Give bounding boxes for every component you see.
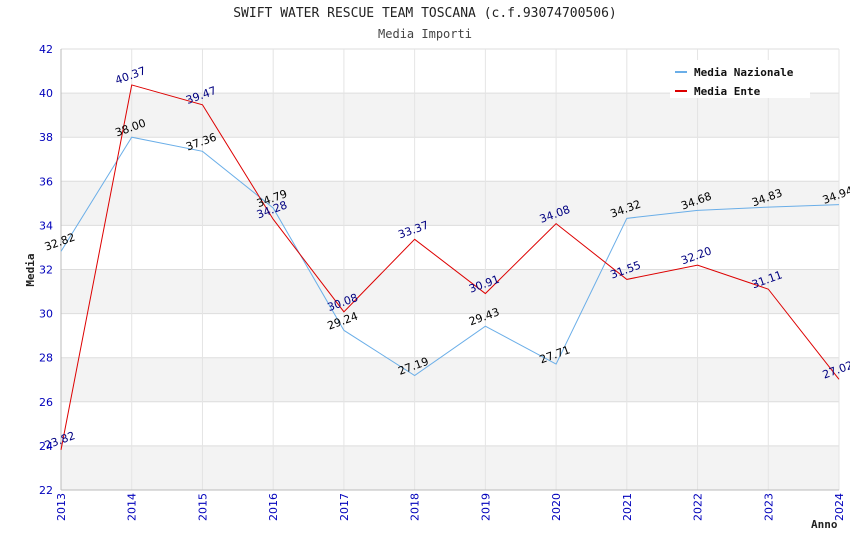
x-tick-label: 2024 bbox=[833, 493, 846, 521]
y-tick-label: 32 bbox=[39, 264, 53, 277]
plot-band bbox=[61, 93, 839, 138]
x-tick-label: 2022 bbox=[692, 493, 705, 521]
y-tick-label: 28 bbox=[39, 352, 53, 365]
legend-label: Media Ente bbox=[694, 85, 761, 98]
y-tick-label: 22 bbox=[39, 484, 53, 497]
plot-band bbox=[61, 181, 839, 226]
series-lines bbox=[60, 84, 840, 450]
chart-title: SWIFT WATER RESCUE TEAM TOSCANA (c.f.930… bbox=[233, 6, 617, 21]
series-line-0 bbox=[60, 136, 840, 377]
legend-box bbox=[670, 60, 810, 98]
x-axis-ticks: 2013 2014 2015 2016 2017 2018 2019 2020 2021 2022… bbox=[55, 493, 846, 521]
y-tick-label: 34 bbox=[39, 219, 53, 232]
x-tick-label: 2020 bbox=[550, 493, 563, 521]
x-tick-label: 2016 bbox=[267, 493, 280, 521]
legend: Media Nazionale Media Ente bbox=[670, 60, 810, 98]
x-tick-label: 2015 bbox=[196, 493, 209, 521]
plot-band bbox=[61, 401, 839, 446]
x-tick-label: 2019 bbox=[479, 493, 492, 521]
x-tick-label: 2013 bbox=[55, 493, 68, 521]
grid-lines bbox=[60, 48, 840, 491]
plot-band bbox=[61, 269, 839, 314]
y-tick-label: 40 bbox=[39, 87, 53, 100]
y-axis-label: Media bbox=[24, 253, 37, 286]
plot-band bbox=[61, 357, 839, 402]
y-tick-label: 42 bbox=[39, 43, 53, 56]
x-tick-label: 2018 bbox=[409, 493, 422, 521]
chart-subtitle: Media Importi bbox=[378, 27, 472, 41]
x-axis-label: Anno bbox=[811, 518, 838, 531]
plot-background bbox=[61, 49, 839, 490]
series-line-1 bbox=[60, 84, 840, 450]
y-tick-label: 36 bbox=[39, 175, 53, 188]
plot-band bbox=[61, 445, 839, 490]
plot-band bbox=[61, 225, 839, 270]
x-tick-label: 2023 bbox=[762, 493, 775, 521]
y-tick-label: 38 bbox=[39, 131, 53, 144]
y-tick-label: 26 bbox=[39, 396, 53, 409]
x-tick-label: 2017 bbox=[338, 493, 351, 521]
x-tick-label: 2014 bbox=[126, 493, 139, 521]
y-tick-label: 30 bbox=[39, 308, 53, 321]
plot-band bbox=[61, 137, 839, 182]
y-axis-ticks: 22 24 26 28 30 32 34 36 38 40 42 bbox=[39, 43, 53, 497]
x-tick-label: 2021 bbox=[621, 493, 634, 521]
y-tick-label: 24 bbox=[39, 440, 53, 453]
legend-label: Media Nazionale bbox=[694, 66, 794, 79]
